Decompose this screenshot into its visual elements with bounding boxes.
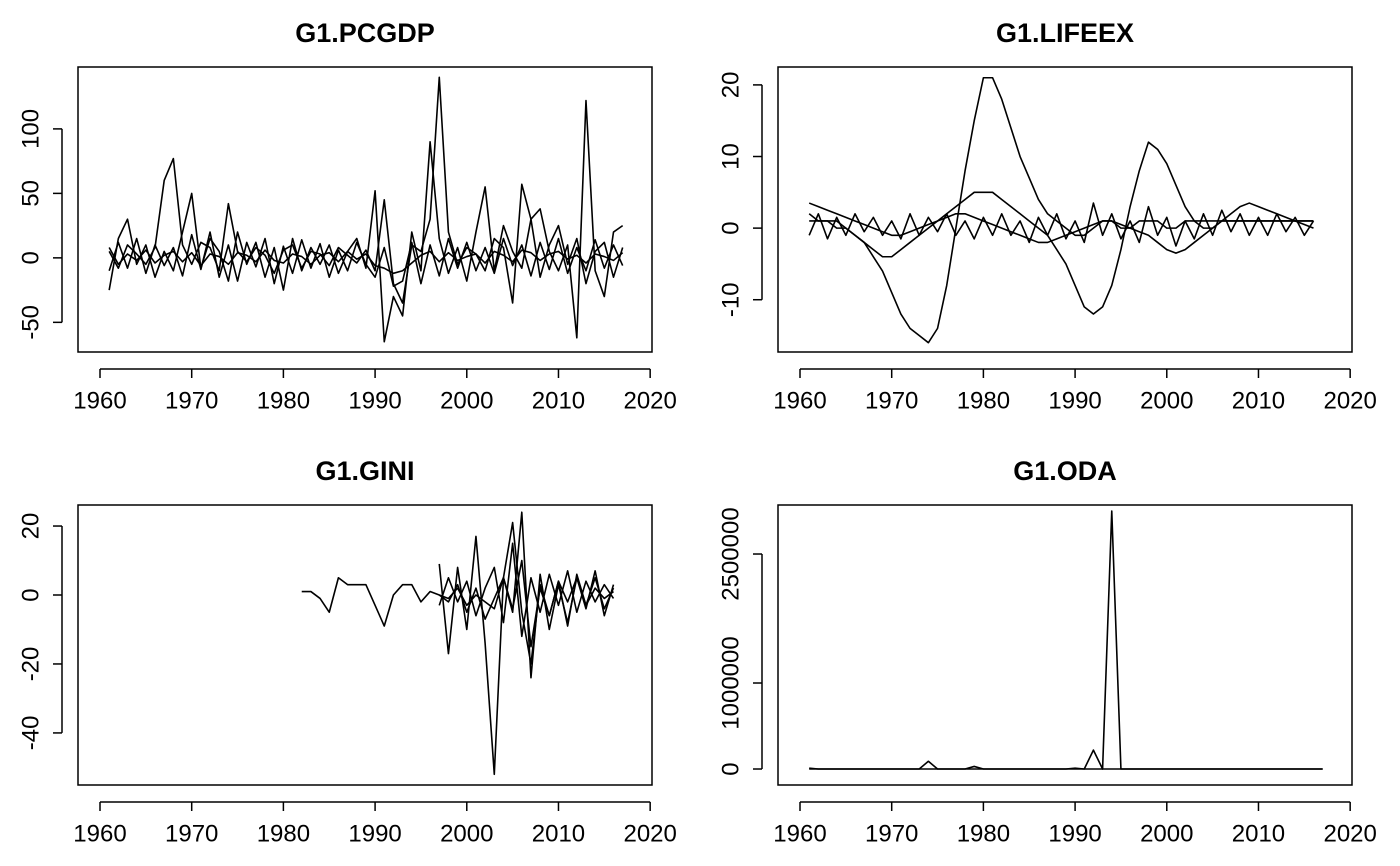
series-line [809,760,1323,770]
series-line [301,521,614,665]
x-tick-label: 2000 [1140,387,1193,414]
y-tick-label: 0 [717,221,744,234]
plot-box [77,504,653,786]
plot-box [77,66,653,353]
x-tick-label: 2010 [532,820,585,847]
y-tick-label: 0 [717,762,744,775]
x-tick-label: 2010 [532,387,585,414]
series-line [108,247,624,275]
series-line [108,141,624,343]
x-tick-label: 1970 [165,820,218,847]
series-line [438,511,615,776]
y-tick-label: 2500000 [717,507,744,600]
x-tick-label: 1980 [257,387,310,414]
plot-box [777,66,1353,353]
x-tick-label: 2020 [623,387,676,414]
y-tick-label: 1000000 [717,636,744,729]
series-line [808,202,1315,247]
x-tick-label: 2020 [1323,387,1376,414]
x-tick-label: 1960 [773,387,826,414]
y-tick-label: -20 [17,647,44,682]
y-tick-label: 0 [17,588,44,601]
x-tick-label: 2010 [1232,387,1285,414]
chart-title: G1.LIFEEX [996,18,1134,48]
x-tick-label: 2020 [623,820,676,847]
series-line [108,76,624,339]
y-tick-label: 0 [17,251,44,264]
x-tick-label: 2010 [1232,820,1285,847]
x-tick-label: 2000 [1140,820,1193,847]
x-tick-label: 1970 [165,387,218,414]
chart-title: G1.GINI [315,456,414,486]
series-line [809,510,1323,770]
chart-title: G1.PCGDP [295,18,435,48]
x-tick-label: 1990 [348,820,401,847]
series-line [108,231,624,288]
y-tick-label: 100 [17,109,44,149]
y-tick-label: -50 [17,305,44,340]
x-tick-label: 1960 [773,820,826,847]
x-tick-label: 1960 [73,387,126,414]
series-line [438,559,615,648]
series-line [809,76,1314,344]
x-tick-label: 1990 [348,387,401,414]
x-tick-label: 2000 [440,387,493,414]
chart-title: G1.ODA [1013,456,1117,486]
x-tick-label: 2000 [440,820,493,847]
plot-box [777,504,1353,786]
y-tick-label: -10 [717,282,744,317]
x-tick-label: 1970 [865,820,918,847]
y-tick-label: -40 [17,716,44,751]
x-tick-label: 1990 [1048,820,1101,847]
series-line [808,141,1314,315]
y-tick-label: 50 [17,180,44,207]
y-tick-label: 20 [17,513,44,540]
x-tick-label: 1960 [73,820,126,847]
x-tick-label: 2020 [1323,820,1376,847]
x-tick-label: 1980 [957,820,1010,847]
x-tick-label: 1970 [865,387,918,414]
x-tick-label: 1980 [257,820,310,847]
x-tick-label: 1990 [1048,387,1101,414]
x-tick-label: 1980 [957,387,1010,414]
series-line [808,202,1314,254]
y-tick-label: 20 [717,72,744,99]
y-tick-label: 10 [717,143,744,170]
